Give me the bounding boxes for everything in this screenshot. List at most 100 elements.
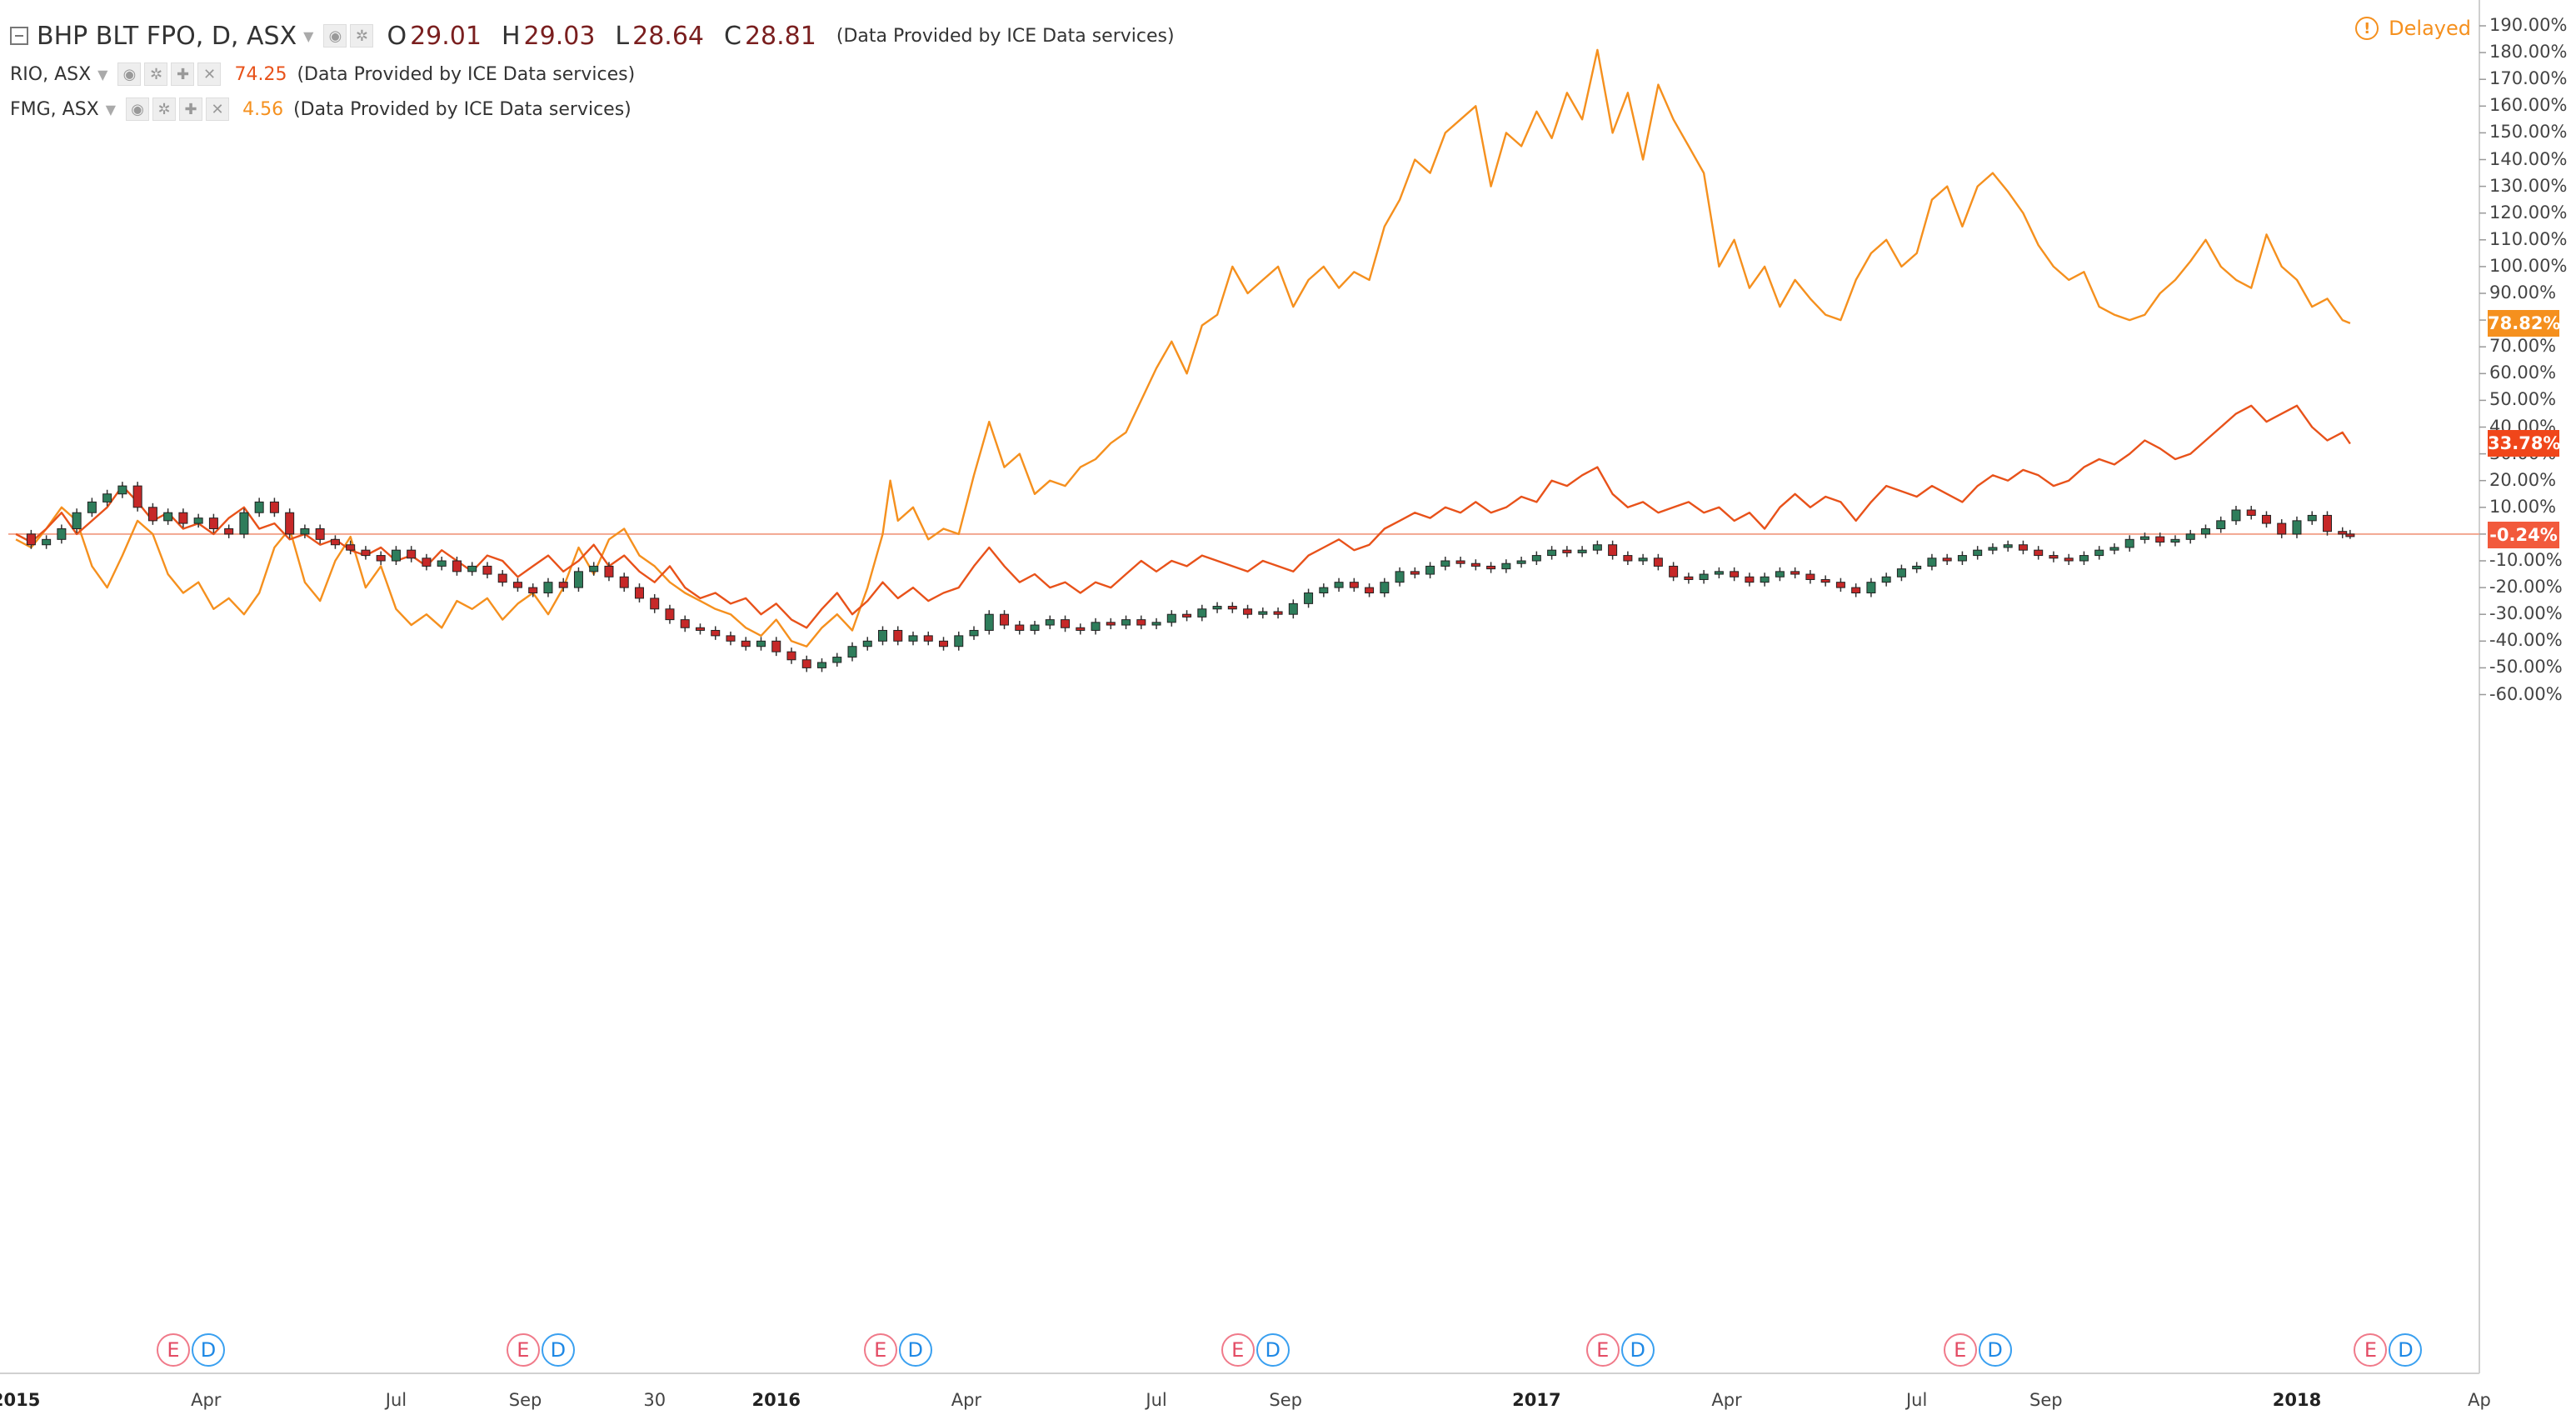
- bhp-candle: [1638, 558, 1648, 562]
- earnings-event-icon[interactable]: E: [157, 1333, 191, 1367]
- main-symbol[interactable]: BHP BLT FPO, D, ASX: [37, 21, 297, 51]
- bhp-candle: [407, 549, 417, 559]
- bhp-candle: [2109, 547, 2119, 551]
- plus-icon[interactable]: ✚: [171, 62, 195, 86]
- y-tick-label: -20.00%: [2489, 577, 2563, 598]
- dividend-event-icon[interactable]: D: [1978, 1333, 2012, 1367]
- bhp-candle: [604, 565, 614, 578]
- earnings-event-icon[interactable]: E: [1585, 1333, 1620, 1367]
- bhp-candle: [254, 501, 264, 513]
- eye-icon[interactable]: ◉: [126, 98, 150, 121]
- earnings-event-icon[interactable]: E: [1221, 1333, 1255, 1367]
- fmg-symbol[interactable]: FMG, ASX: [10, 98, 99, 120]
- dividend-event-icon[interactable]: D: [898, 1333, 932, 1367]
- bhp-candle: [1091, 622, 1101, 631]
- dividend-event-icon[interactable]: D: [2389, 1333, 2423, 1367]
- y-tick-label: 90.00%: [2489, 282, 2557, 302]
- bhp-candle: [1790, 571, 1800, 575]
- gear-icon[interactable]: ✲: [144, 62, 168, 86]
- chevron-down-icon[interactable]: ▼: [303, 28, 314, 44]
- bhp-candle: [1608, 544, 1618, 557]
- delayed-status[interactable]: ! Delayed: [2355, 17, 2471, 40]
- x-tick-label: 2018: [2272, 1390, 2322, 1410]
- fmg-last-value-tag: 78.82%: [2488, 309, 2560, 337]
- dividend-event-icon[interactable]: D: [192, 1333, 226, 1367]
- y-tick-label: -10.00%: [2489, 550, 2563, 570]
- dividend-event-icon[interactable]: D: [541, 1333, 575, 1367]
- earnings-event-icon[interactable]: E: [506, 1333, 540, 1367]
- bhp-candle: [1045, 619, 1055, 626]
- bhp-candle: [1714, 571, 1724, 575]
- bhp-candle: [2200, 528, 2210, 535]
- bhp-candle: [239, 512, 249, 535]
- bhp-candle: [1304, 592, 1314, 604]
- bhp-candle: [1425, 565, 1435, 575]
- bhp-candle: [132, 485, 142, 508]
- gear-icon[interactable]: ✲: [350, 24, 374, 48]
- legend-fmg: FMG, ASX ▼ ◉ ✲ ✚ ✕ 4.56 (Data Provided b…: [10, 92, 1175, 127]
- bhp-candle: [1653, 558, 1663, 567]
- bhp-candle: [1197, 608, 1207, 618]
- plus-icon[interactable]: ✚: [179, 98, 203, 121]
- bhp-candle: [1577, 549, 1587, 553]
- delayed-label: Delayed: [2389, 17, 2471, 40]
- close-icon[interactable]: ✕: [197, 62, 222, 86]
- earnings-event-icon[interactable]: E: [863, 1333, 897, 1367]
- bhp-candle: [1000, 613, 1010, 626]
- bhp-candle: [57, 528, 67, 540]
- bhp-candle: [923, 635, 933, 642]
- bhp-candle: [1851, 587, 1861, 594]
- high-label: H: [501, 21, 521, 51]
- rio-symbol[interactable]: RIO, ASX: [10, 63, 92, 85]
- eye-icon[interactable]: ◉: [323, 24, 347, 48]
- bhp-candle: [72, 512, 82, 529]
- open-label: O: [387, 21, 407, 51]
- eye-icon[interactable]: ◉: [117, 62, 142, 86]
- bhp-candle: [1973, 549, 1983, 557]
- bhp-candle: [1349, 582, 1359, 588]
- bhp-candle: [1775, 571, 1785, 578]
- close-icon[interactable]: ✕: [206, 98, 230, 121]
- bhp-candle: [1136, 619, 1146, 626]
- rio-value: 74.25: [234, 63, 287, 85]
- dividend-event-icon[interactable]: D: [1620, 1333, 1655, 1367]
- bhp-candle: [300, 528, 310, 535]
- bhp-candle: [2018, 544, 2028, 551]
- bhp-candle: [954, 635, 964, 648]
- bhp-candle: [1288, 602, 1298, 615]
- dividend-event-icon[interactable]: D: [1256, 1333, 1290, 1367]
- bhp-candle: [1121, 619, 1131, 626]
- bhp-candle: [786, 651, 796, 661]
- y-tick-label: 60.00%: [2489, 362, 2557, 383]
- bhp-candle: [163, 512, 173, 522]
- earnings-event-icon[interactable]: E: [2354, 1333, 2388, 1367]
- gear-icon[interactable]: ✲: [152, 98, 177, 121]
- bhp-candle: [330, 538, 340, 546]
- legend: BHP BLT FPO, D, ASX ▼ ◉ ✲ O 29.01 H 29.03 …: [10, 15, 1175, 127]
- chevron-down-icon[interactable]: ▼: [105, 101, 117, 118]
- bhp-candle: [650, 598, 660, 610]
- earnings-event-icon[interactable]: E: [1943, 1333, 1977, 1367]
- bhp-candle: [543, 582, 553, 594]
- collapse-toggle-icon[interactable]: [10, 27, 28, 45]
- x-tick-label: Jul: [385, 1390, 407, 1410]
- bhp-candle: [2338, 531, 2348, 535]
- bhp-candle: [2261, 514, 2271, 524]
- x-tick-label: 30: [643, 1390, 666, 1410]
- bhp-candle: [908, 635, 918, 642]
- bhp-candle: [1881, 576, 1891, 583]
- bhp-candle: [1562, 549, 1572, 553]
- chevron-down-icon[interactable]: ▼: [97, 66, 108, 82]
- low-value: 28.64: [632, 21, 705, 51]
- bhp-candle: [1745, 576, 1755, 583]
- bhp-candle: [1684, 576, 1694, 580]
- bhp-candle: [619, 576, 629, 588]
- y-tick-label: 170.00%: [2489, 68, 2568, 89]
- bhp-candle: [1820, 578, 1830, 583]
- x-tick-label: Sep: [508, 1390, 542, 1410]
- x-tick-label: Apr: [951, 1390, 982, 1410]
